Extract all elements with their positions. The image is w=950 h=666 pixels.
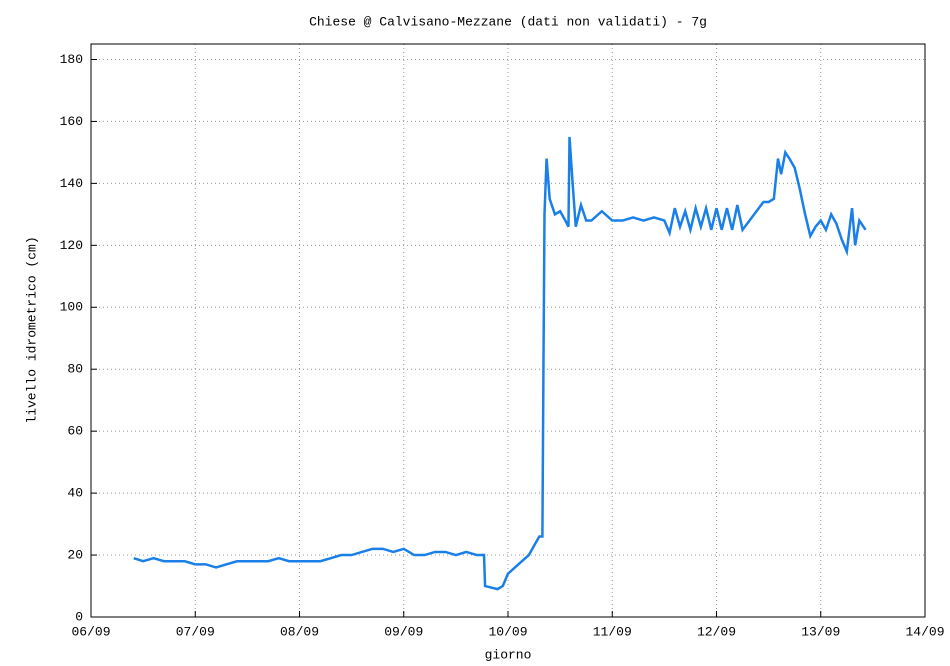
x-tick-label: 09/09 (384, 624, 423, 639)
x-tick-label: 12/09 (697, 624, 736, 639)
x-tick-label: 06/09 (71, 624, 110, 639)
chart-title: Chiese @ Calvisano-Mezzane (dati non val… (309, 14, 707, 29)
y-tick-label: 100 (60, 300, 83, 315)
y-axis-label: livello idrometrico (cm) (24, 236, 39, 423)
y-tick-label: 120 (60, 238, 83, 253)
y-tick-label: 60 (67, 424, 83, 439)
x-tick-label: 07/09 (176, 624, 215, 639)
x-tick-label: 11/09 (593, 624, 632, 639)
data-line (133, 136, 867, 591)
y-tick-label: 180 (60, 52, 83, 67)
y-tick-label: 140 (60, 176, 83, 191)
y-tick-label: 80 (67, 362, 83, 377)
x-tick-label: 14/09 (905, 624, 944, 639)
x-tick-label: 08/09 (280, 624, 319, 639)
plot-frame (90, 43, 926, 618)
y-tick-label: 0 (75, 609, 83, 624)
x-tick-label: 10/09 (488, 624, 527, 639)
y-tick-label: 40 (67, 486, 83, 501)
x-tick-label: 13/09 (801, 624, 840, 639)
x-axis-label: giorno (485, 647, 532, 662)
y-tick-label: 160 (60, 114, 83, 129)
y-tick-label: 20 (67, 547, 83, 562)
